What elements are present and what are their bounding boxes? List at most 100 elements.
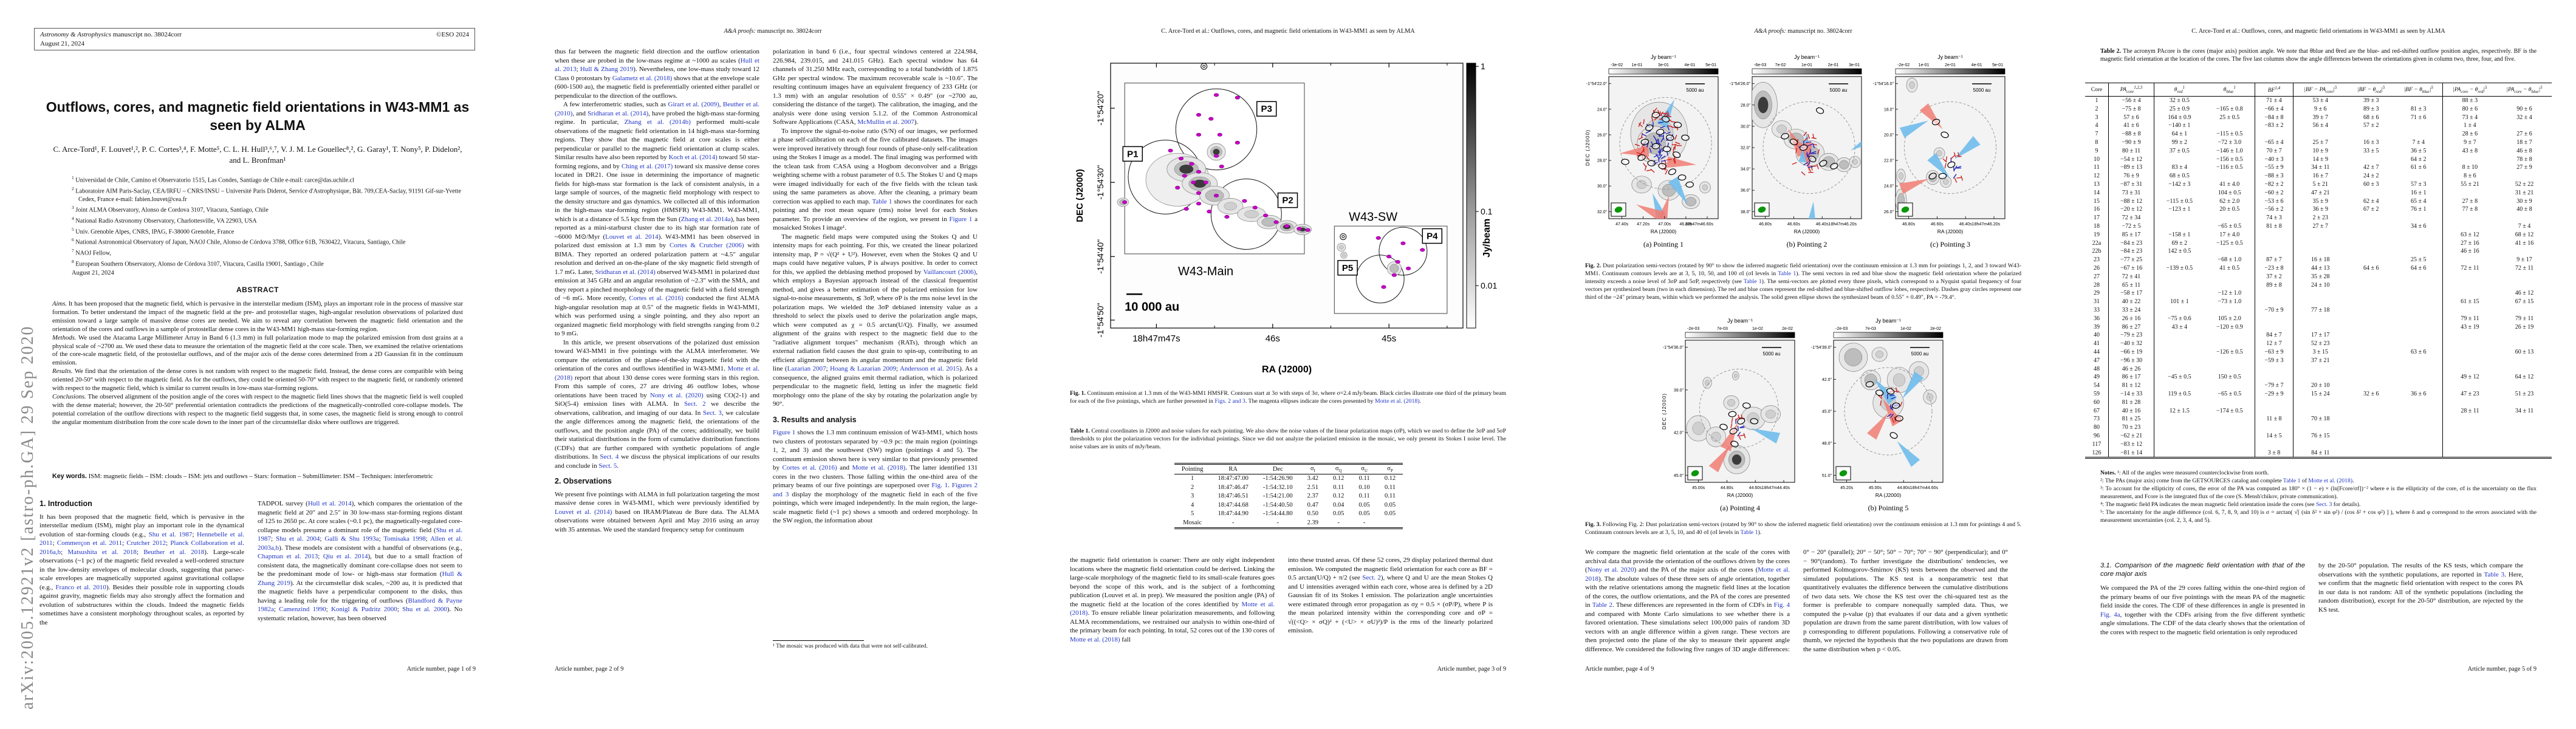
citation-link[interactable]: Shu et al. 2000 (402, 606, 447, 613)
citation-link[interactable]: Louvet et al. 2014 (605, 233, 659, 241)
table-row: 33 33 ± 24 −70 ± 9 77 ± 18 (2085, 306, 2552, 315)
citation-link[interactable]: Hull et al. 2013 (555, 56, 759, 74)
citation-link[interactable]: Ching et al. (2017) (622, 162, 673, 170)
citation-link[interactable]: Sect. 2 (1362, 574, 1381, 581)
svg-text:47.40s: 47.40s (1615, 222, 1629, 227)
citation-link[interactable]: Cortes & Crutcher (2006) (670, 242, 744, 249)
citation-link[interactable]: Louvet et al. (2014) (555, 508, 612, 516)
svg-text:5000 au: 5000 au (1763, 351, 1781, 357)
svg-text:-1°54'26.0": -1°54'26.0" (1730, 81, 1751, 86)
citation-link[interactable]: Sect. 3 (2315, 501, 2332, 508)
citation-link[interactable]: Table 1 (2283, 477, 2301, 484)
table-2-caption: Table 2. The acronym PAcore is the cores… (2100, 48, 2537, 63)
citation-link[interactable]: Fig. 4a (2100, 611, 2120, 618)
citation-link[interactable]: Motte et al. 2018 (1585, 566, 1790, 583)
citation-link[interactable]: Commerçon et al. 2011 (57, 539, 123, 547)
page-footer: Article number, page 2 of 9 (555, 666, 624, 673)
citation-link[interactable]: Koch et al. (2014) (668, 154, 718, 161)
citation-link[interactable]: Figs. 2 and 3 (1214, 397, 1245, 405)
citation-link[interactable]: Hull et al. 2014 (307, 500, 352, 507)
svg-text:32.0": 32.0" (1741, 146, 1751, 151)
table-note: ⁵: The uncertainty for the angle differe… (2100, 509, 2537, 524)
citation-link[interactable]: Hull & Zhang 2019 (258, 570, 462, 587)
citation-link[interactable]: Qiu et al. 2014 (323, 553, 368, 560)
citation-link[interactable]: Fig. 4 (2100, 611, 2117, 618)
paragraph: To improve the signal-to-noise ratio (S/… (773, 127, 978, 232)
column-header: |BF − PAcore|5 (2293, 83, 2348, 97)
citation-link[interactable]: Shu et al. 1987 (258, 526, 462, 543)
citation-link[interactable]: McMullin et al. 2007 (857, 118, 914, 126)
citation-link[interactable]: Motte et al. (2018) (1070, 635, 1120, 643)
page-1: Astronomy & Astrophysics manuscript no. … (0, 0, 515, 729)
citation-link[interactable]: Sect. 3 (702, 409, 722, 417)
citation-link[interactable]: Motte et al. (2018) (852, 464, 906, 471)
column-header: Pointing (1174, 464, 1211, 475)
citation-link[interactable]: Beuther et al. (2010) (555, 101, 759, 117)
citation-link[interactable]: Hennebelle et al. 2011 (39, 530, 244, 547)
citation-link[interactable]: Table 1 (872, 197, 892, 205)
continuum-map-svg: P1 P2 P3 W43-Main W43-SW P4 P5 10 000 au 18h47m4… (1075, 61, 1497, 375)
citation-link[interactable]: Sect. 2 (684, 400, 706, 408)
svg-text:RA (J2000): RA (J2000) (1937, 228, 1964, 234)
citation-link[interactable]: Sect. 5 (598, 462, 617, 470)
citation-link[interactable]: Sect. 4 (600, 453, 619, 460)
citation-link[interactable]: Nony et al. 2020 (1587, 566, 1634, 573)
citation-link[interactable]: Camenzind 1990 (279, 606, 326, 613)
citation-link[interactable]: Table 3 (2484, 570, 2505, 578)
column-header: |BF − θred|5 (2347, 83, 2395, 97)
citation-link[interactable]: Chapman et al. 2013 (258, 553, 318, 560)
svg-text:48.0": 48.0" (1822, 442, 1832, 446)
figure-3-caption: Fig. 3. Following Fig. 2: Dust polarizat… (1585, 521, 2021, 536)
citation-link[interactable]: Girart et al. (2009) (668, 101, 719, 108)
citation-link[interactable]: Hoang & Lazarian 2009 (830, 365, 896, 372)
citation-link[interactable]: Galametz et al. (2018) (612, 74, 673, 82)
citation-link[interactable]: Franco et al. 2010 (55, 583, 106, 591)
affiliation: 4 National Radio Astronomy Observatory, … (72, 215, 257, 225)
citation-link[interactable]: Table 1 (1778, 270, 1797, 277)
citation-link[interactable]: Cortes et al. (2016) (629, 295, 683, 302)
citation-link[interactable]: Zhang et al. (2014b) (624, 118, 691, 126)
citation-link[interactable]: Sridharan et al. (2014) (587, 109, 649, 117)
citation-link[interactable]: Hull & Zhang 2019 (580, 66, 634, 73)
citation-link[interactable]: Sridharan et al. (2014) (595, 268, 656, 276)
svg-text:-1°54'40": -1°54'40" (1095, 239, 1105, 274)
svg-text:1: 1 (1481, 61, 1485, 71)
citation-link[interactable]: Table 1 (1740, 529, 1758, 536)
citation-link[interactable]: Table 1 (1744, 278, 1762, 285)
citation-link[interactable]: Blandford & Payne 1982a (258, 597, 462, 614)
citation-link[interactable]: Matsushita et al. 2018 (67, 548, 137, 556)
citation-link[interactable]: Figure 1 (773, 429, 796, 436)
citation-link[interactable]: Beuther et al. 2018 (143, 548, 205, 556)
abstract: Aims. It has been proposed that the magn… (52, 300, 463, 427)
citation-link[interactable]: Zhang et al. 2014a (680, 215, 731, 223)
citation-link[interactable]: Motte et al. (2018) (555, 365, 759, 382)
citation-link[interactable]: Konigl & Pudritz 2000 (331, 606, 397, 613)
table-row: 67 40 ± 16 12 ± 1.5 −174 ± 0.5 28 ± 11 34 ± 1… (2085, 406, 2552, 416)
citation-link[interactable]: Galli & Shu 1993a (324, 535, 379, 542)
table-row: 36 26 ± 16 −75 ± 0.6 105 ± 2.0 79 ± 11 79 ± 1… (2085, 314, 2552, 323)
citation-link[interactable]: Andersson et al. 2015 (899, 365, 960, 372)
citation-link[interactable]: Shu et al. 1987 (148, 530, 193, 538)
citation-link[interactable]: Cortes et al. (2016) (782, 464, 837, 471)
column-header: σU (1351, 464, 1377, 475)
citation-link[interactable]: Lazarian 2007 (787, 365, 826, 372)
citation-link[interactable]: Planck Collaboration et al. 2016a,b (39, 539, 244, 556)
table-note: ⁴: The magnetic field PA indicates the m… (2100, 501, 2361, 508)
citation-link[interactable]: Tomisaka 1998 (383, 535, 426, 542)
column-right: into these trusted areas. Of these 52 co… (1288, 556, 1493, 660)
table-row: 40 −79 ± 23 84 ± 7 17 ± 17 (2085, 331, 2552, 340)
citation-link[interactable]: Vaillancourt (2006) (923, 268, 976, 276)
citation-link[interactable]: Crutcher 2012 (126, 539, 166, 547)
citation-link[interactable]: Fig. 4 (1773, 601, 1790, 609)
citation-link[interactable]: Allen et al. 2003a,b (258, 535, 462, 552)
citation-link[interactable]: Motte et al. (2018) (2308, 477, 2353, 484)
citation-link[interactable]: Figures 2 and 3 (773, 482, 978, 498)
citation-link[interactable]: Nony et al. (2020) (649, 391, 704, 399)
citation-link[interactable]: Motte et al. (2018) (1375, 397, 1420, 405)
citation-link[interactable]: Figure 1 (949, 215, 973, 223)
citation-link[interactable]: Fig. 1 (931, 482, 948, 489)
citation-link[interactable]: Shu et al. 2004 (275, 535, 320, 542)
citation-link[interactable]: Table 2 (1592, 601, 1612, 609)
citation-link[interactable]: Motte et al. (2018) (1070, 600, 1275, 617)
